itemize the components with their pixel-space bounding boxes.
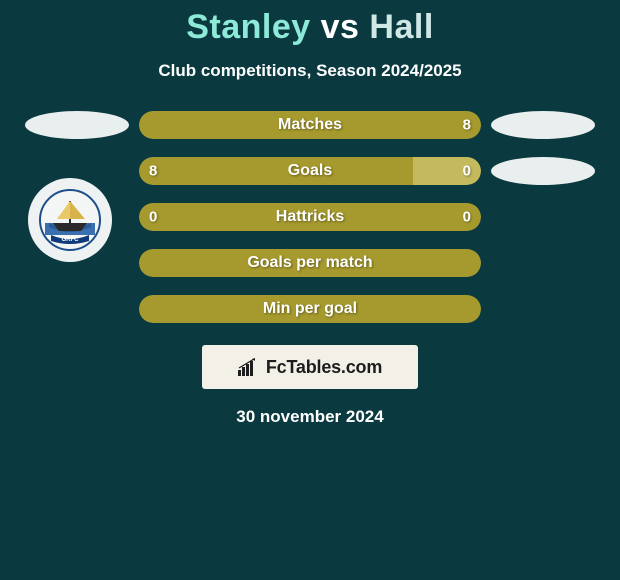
content: Stanley vs Hall Club competitions, Seaso… [0, 0, 620, 580]
stat-value-left: 8 [149, 163, 157, 180]
stat-label: Goals [288, 162, 332, 180]
stat-row-matches: Matches 8 [0, 111, 620, 139]
chart-bars-icon [238, 358, 260, 376]
fctables-logo: FcTables.com [202, 345, 418, 389]
crest-banner-text: GRFC [62, 237, 80, 243]
stat-bar-left-seg [139, 157, 413, 185]
stat-value-right: 0 [463, 209, 471, 226]
stat-bar: Goals 8 0 [139, 157, 481, 185]
stat-bar: Goals per match [139, 249, 481, 277]
stat-label: Goals per match [247, 254, 372, 272]
player2-oval [491, 157, 595, 185]
title-player2: Hall [369, 8, 433, 46]
crest-icon: GRFC [43, 193, 97, 247]
stat-value-right: 0 [463, 163, 471, 180]
stat-value-left: 0 [149, 209, 157, 226]
subtitle: Club competitions, Season 2024/2025 [0, 61, 620, 81]
stat-value-right: 8 [463, 117, 471, 134]
crest-outer-circle: GRFC [28, 178, 112, 262]
page-title: Stanley vs Hall [0, 8, 620, 47]
stat-row-mpg: Min per goal [0, 295, 620, 323]
stat-label: Min per goal [263, 300, 357, 318]
stat-bar: Matches 8 [139, 111, 481, 139]
fctables-logo-text: FcTables.com [266, 357, 382, 378]
stat-bar: Min per goal [139, 295, 481, 323]
stat-bar: Hattricks 0 0 [139, 203, 481, 231]
stat-label: Matches [278, 116, 342, 134]
title-player1: Stanley [186, 8, 310, 46]
player2-oval [491, 111, 595, 139]
date-text: 30 november 2024 [0, 407, 620, 427]
crest-inner-circle: GRFC [39, 189, 101, 251]
title-vs: vs [321, 8, 360, 46]
club-crest: GRFC [28, 178, 112, 262]
stat-label: Hattricks [276, 208, 344, 226]
player1-oval [25, 111, 129, 139]
